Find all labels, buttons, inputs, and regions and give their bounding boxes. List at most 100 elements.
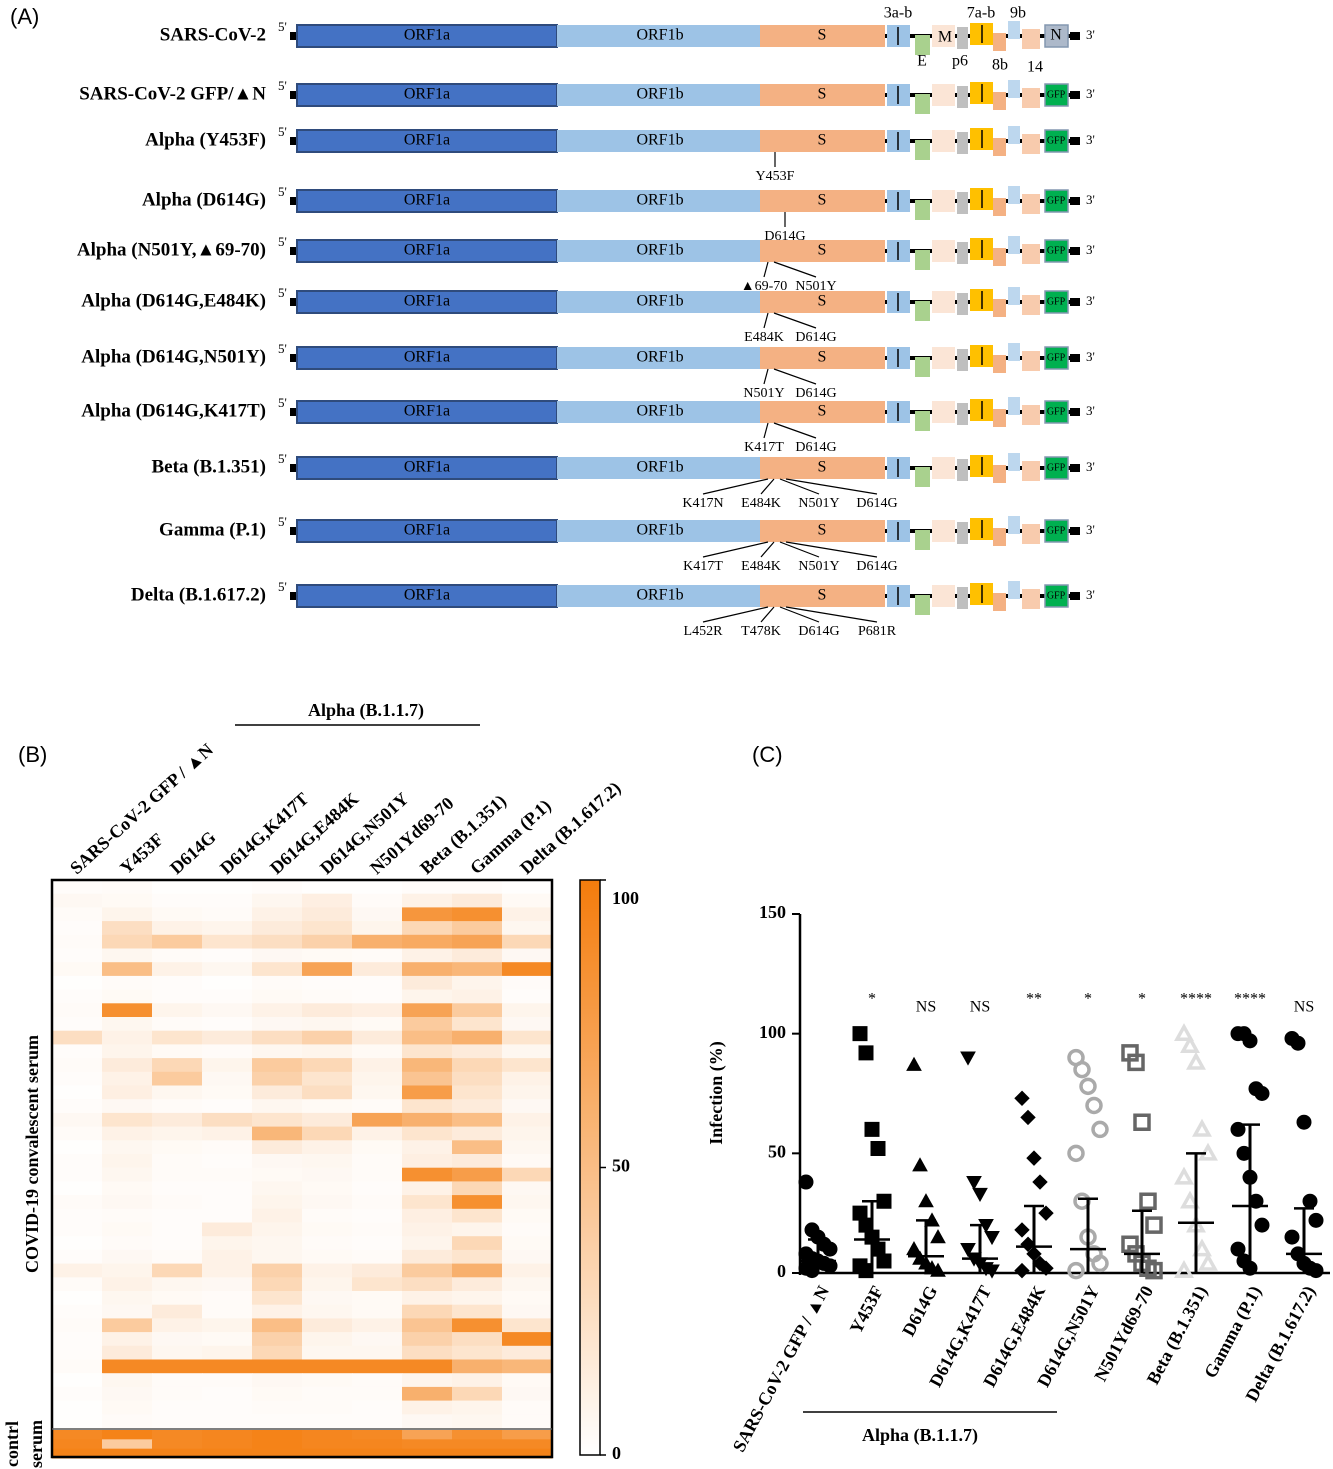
significance: **** [1180, 991, 1212, 1008]
gene-label: ORF1b [636, 293, 683, 310]
heatmap-cell [252, 1373, 303, 1388]
heatmap-cell [102, 1208, 153, 1223]
heatmap-cell [352, 1140, 403, 1155]
orf14 [1022, 405, 1040, 425]
mutation-pointer [763, 422, 769, 439]
orf8 [993, 33, 1006, 51]
heatmap-cell [252, 1112, 303, 1128]
significance: **** [1234, 991, 1266, 1008]
end-box [1044, 584, 1069, 608]
heatmap-cell [252, 1263, 303, 1278]
terminal [290, 592, 297, 600]
heatmap-cell [302, 1222, 353, 1237]
heatmap-cell [502, 1414, 553, 1429]
heatmap-cell [502, 1359, 553, 1374]
heatmap-cell [52, 948, 103, 963]
data-point [1302, 1193, 1318, 1209]
orf14 [1022, 589, 1040, 609]
orf9 [1008, 343, 1020, 361]
gene-label: S [818, 349, 827, 366]
heatmap-cell [302, 1085, 353, 1100]
heatmap-cell [352, 1003, 403, 1018]
heatmap-cell [202, 1291, 253, 1306]
heatmap-cell [102, 1099, 153, 1114]
end-label: N [1050, 27, 1062, 44]
data-point [1296, 1114, 1312, 1130]
heatmap-cell [152, 1430, 203, 1440]
prime-5: 5' [278, 19, 287, 34]
data-point [1145, 1261, 1163, 1280]
mutation-pointer [785, 541, 878, 558]
heatmap-cell [202, 1044, 253, 1059]
terminal [1070, 298, 1080, 306]
x-tick-label: D614G [898, 1282, 941, 1339]
heatmap-cell [202, 1030, 253, 1045]
e-gene [915, 140, 930, 160]
prime-3: 3' [1086, 587, 1095, 602]
heatmap-cell [252, 1140, 303, 1155]
heatmap-cell [52, 1030, 103, 1045]
e-gene [915, 94, 930, 114]
heatmap-cell [102, 921, 153, 936]
heatmap-cell [302, 1099, 353, 1114]
heatmap-cell [252, 1003, 303, 1018]
mutation-label: ▲69-70 [741, 279, 788, 294]
orf9 [1008, 80, 1020, 98]
heatmap-cell [152, 1017, 203, 1032]
heatmap-cell [452, 1181, 503, 1196]
data-point [1067, 1261, 1085, 1280]
heatmap-cell [352, 893, 403, 908]
heatmap-cell [402, 1195, 453, 1210]
heatmap-cell [502, 893, 553, 908]
heatmap-cell [452, 934, 503, 949]
heatmap-cell [402, 1017, 453, 1032]
terminal [290, 298, 297, 306]
heatmap-cell [352, 1085, 403, 1100]
row-name: Alpha (D614G,E484K) [81, 290, 266, 311]
orf14 [1022, 351, 1040, 371]
heatmap-cell [502, 1140, 553, 1155]
heatmap-cell [402, 989, 453, 1004]
heatmap-cell [402, 1058, 453, 1073]
data-point [1145, 1216, 1163, 1234]
data-point [1254, 1086, 1270, 1101]
heatmap-cell [52, 1386, 103, 1402]
heatmap-cell [302, 1236, 353, 1251]
mutation-pointer [760, 606, 775, 623]
heatmap-cell [152, 934, 203, 949]
heatmap-cell [202, 1140, 253, 1155]
data-point [1290, 1035, 1306, 1051]
gene-label: S [818, 242, 827, 259]
heatmap-cell [102, 934, 153, 949]
row-group-label: COVID-19 convalescent serum [22, 1035, 42, 1273]
heatmap-cell [402, 1003, 453, 1018]
gene-label: S [818, 293, 827, 310]
heatmap-cell [352, 1044, 403, 1059]
heatmap-cell [202, 1345, 253, 1360]
heatmap-cell [302, 975, 353, 991]
heatmap-cell [352, 1345, 403, 1360]
mutation-pointer [763, 368, 769, 385]
heatmap-cell [452, 1140, 503, 1155]
heatmap-cell [102, 1291, 153, 1306]
heatmap-cell [352, 975, 403, 991]
heatmap-cell [302, 1373, 353, 1388]
data-point [1139, 1192, 1157, 1210]
heatmap-cell [52, 1373, 103, 1388]
heatmap-cell [402, 1126, 453, 1141]
heatmap-cell [202, 1181, 253, 1196]
end-label: GFP [1047, 135, 1066, 146]
prime-3: 3' [1086, 293, 1095, 308]
heatmap-cell [402, 921, 453, 936]
heatmap-cell [52, 1430, 103, 1440]
m-gene [932, 291, 955, 313]
mutation-label: N501Y [743, 386, 784, 401]
data-point [870, 1141, 886, 1157]
orf6 [957, 192, 968, 214]
heatmap-cell [402, 934, 453, 949]
heatmap-cell [402, 1181, 453, 1196]
heatmap-cell [352, 907, 403, 922]
heatmap-cell [352, 1017, 403, 1032]
orf8 [993, 528, 1006, 546]
prime-5: 5' [278, 451, 287, 466]
